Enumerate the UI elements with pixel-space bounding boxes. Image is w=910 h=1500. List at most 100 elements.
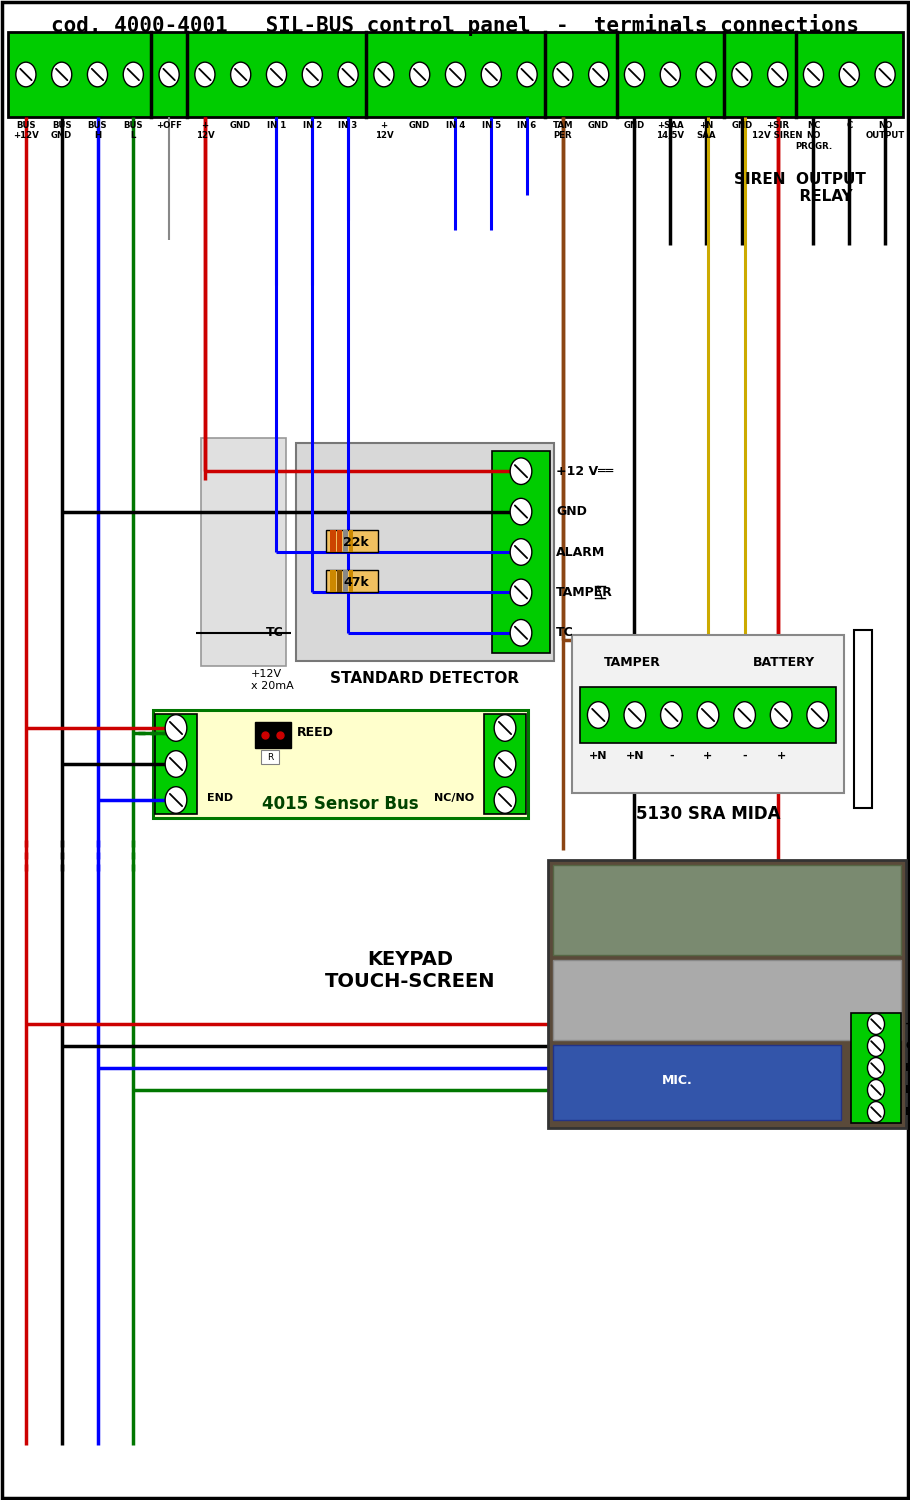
Ellipse shape [732,62,752,87]
Text: GND: GND [230,122,251,130]
Text: IN 5: IN 5 [481,122,501,130]
Text: +: + [703,752,713,760]
Ellipse shape [867,1014,885,1035]
Text: BATTERY: BATTERY [753,657,815,669]
Text: +
12V: + 12V [196,122,214,141]
Bar [296,442,554,662]
Text: NC/NO: NC/NO [434,794,474,802]
Bar [153,710,528,818]
Text: TAM
PER: TAM PER [552,122,573,141]
Text: TAMPER: TAMPER [556,586,612,598]
Text: -: - [743,752,747,760]
Ellipse shape [804,62,824,87]
Ellipse shape [494,786,516,813]
Ellipse shape [410,62,430,87]
Text: H: H [905,1064,910,1072]
Text: BUS
H: BUS H [87,122,107,141]
Ellipse shape [338,62,359,87]
Bar [553,1046,841,1120]
Ellipse shape [661,702,682,729]
Bar [580,687,836,742]
Text: +: + [905,1019,910,1029]
Ellipse shape [52,62,72,87]
Ellipse shape [15,62,36,87]
Ellipse shape [588,702,609,729]
Ellipse shape [867,1101,885,1122]
Bar [548,859,906,1128]
Bar [343,570,348,592]
Bar [201,438,286,666]
Ellipse shape [374,62,394,87]
Ellipse shape [661,62,681,87]
Ellipse shape [770,702,792,729]
Ellipse shape [511,458,531,484]
Text: GND: GND [410,122,430,130]
Ellipse shape [624,62,644,87]
Text: STANDARD DETECTOR: STANDARD DETECTOR [330,670,520,686]
Ellipse shape [875,62,895,87]
Text: -: - [669,752,673,760]
Text: +N
SAA: +N SAA [696,122,716,141]
Bar [8,32,903,117]
Ellipse shape [165,714,187,741]
Bar [349,530,353,552]
Bar [572,634,844,794]
Text: ALARM: ALARM [556,546,605,558]
Text: IN 2: IN 2 [303,122,322,130]
Ellipse shape [87,62,107,87]
Ellipse shape [195,62,215,87]
Text: +SAA
14,5V: +SAA 14,5V [656,122,684,141]
Text: C: C [846,122,853,130]
Ellipse shape [768,62,788,87]
Text: MIC.: MIC. [662,1074,693,1086]
Text: IN 6: IN 6 [518,122,537,130]
Text: TC: TC [556,627,573,639]
Text: TC: TC [267,627,284,639]
Bar [261,750,279,764]
Text: +
12V: + 12V [375,122,393,141]
Text: KEYPAD
TOUCH-SCREEN: KEYPAD TOUCH-SCREEN [325,950,495,992]
Ellipse shape [839,62,859,87]
Ellipse shape [733,702,755,729]
Text: GND: GND [588,122,610,130]
Text: +12 V══: +12 V══ [556,465,613,477]
Bar [492,452,550,652]
Text: BUS
+12V: BUS +12V [13,122,39,141]
Bar [349,570,353,592]
Bar [330,570,336,592]
Bar [343,530,348,552]
Text: +N: +N [625,752,644,760]
Text: L: L [905,1084,910,1095]
Bar [155,714,197,815]
Ellipse shape [302,62,322,87]
Bar [326,530,378,552]
Text: +OFF: +OFF [157,122,182,130]
Text: GND: GND [732,122,753,130]
Ellipse shape [511,579,531,606]
Bar [854,630,872,809]
Ellipse shape [494,714,516,741]
Text: NC
NO
PROGR.: NC NO PROGR. [794,122,832,152]
Bar [326,570,378,592]
Text: 22k: 22k [343,536,369,549]
Text: END: END [207,794,233,802]
Text: GND: GND [905,1041,910,1052]
Ellipse shape [589,62,609,87]
Text: +: + [776,752,785,760]
Ellipse shape [267,62,287,87]
Bar [553,960,901,1040]
Ellipse shape [624,702,646,729]
Ellipse shape [517,62,537,87]
Text: GND: GND [624,122,645,130]
Bar [330,530,336,552]
Text: TAMPER: TAMPER [603,657,661,669]
Text: +SIR
12V SIREN: +SIR 12V SIREN [753,122,803,141]
Ellipse shape [552,62,573,87]
Ellipse shape [867,1080,885,1101]
Bar [484,714,526,815]
Ellipse shape [165,750,187,777]
Text: IN 1: IN 1 [267,122,286,130]
Text: +N: +N [589,752,608,760]
Bar [255,722,291,748]
Ellipse shape [230,62,251,87]
